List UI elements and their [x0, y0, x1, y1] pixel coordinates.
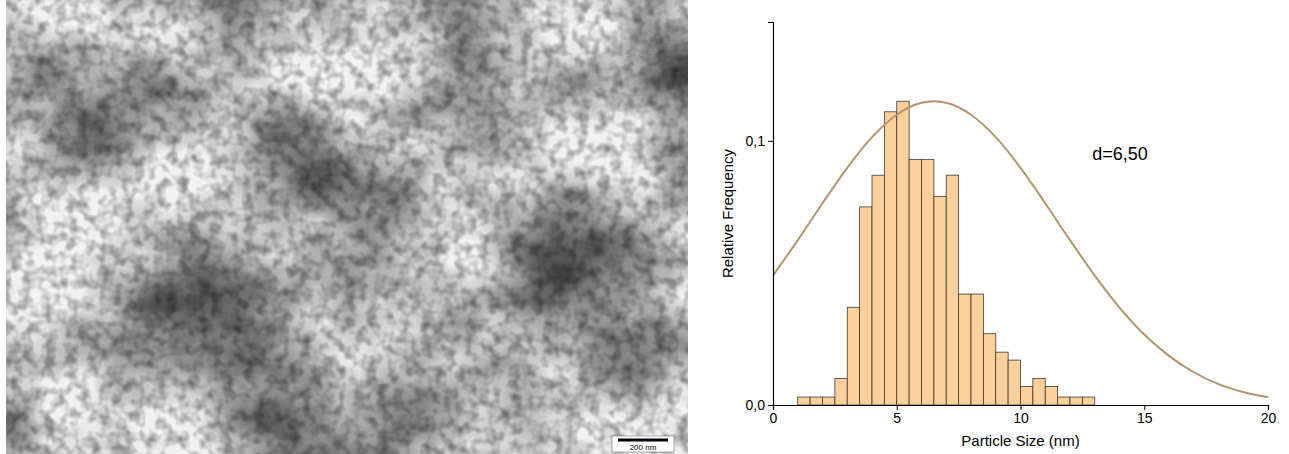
- bars: [798, 101, 1095, 405]
- tick: 10: [1013, 405, 1029, 426]
- histogram-chart: 0 5 10 15 20 0,0 0,1 Particle Size (nm) Relative…: [719, 23, 1276, 450]
- bar: [1058, 397, 1070, 405]
- tick-label: 15: [1137, 410, 1153, 426]
- y-axis: 0,0 0,1: [746, 23, 774, 413]
- tick: 5: [893, 405, 901, 426]
- figure: 200 nm 0 5 10 15 20 0,0 0,1 Particle Size (nm) Re…: [0, 0, 1289, 454]
- bar: [922, 159, 934, 405]
- bar: [1070, 397, 1082, 405]
- bar: [1082, 397, 1094, 405]
- tick: 0: [770, 405, 778, 426]
- tick-label: 0,1: [746, 133, 766, 149]
- bar: [823, 397, 835, 405]
- bar: [1033, 379, 1045, 405]
- bar: [1008, 360, 1020, 405]
- annotation: d=6,50: [1092, 144, 1148, 164]
- axis-line: [768, 23, 774, 406]
- bar: [909, 159, 921, 405]
- tick: 15: [1137, 405, 1153, 426]
- bar: [835, 379, 847, 405]
- bar: [946, 175, 958, 405]
- bar: [872, 175, 884, 405]
- tick-mark: [768, 141, 773, 142]
- scale-bar-box: [612, 436, 674, 452]
- bar: [847, 307, 859, 405]
- bar: [1045, 387, 1057, 405]
- tick-label: 0,0: [746, 397, 766, 413]
- x-axis-title: Particle Size (nm): [961, 432, 1079, 449]
- tick-label: 0: [770, 410, 778, 426]
- bar: [897, 101, 909, 405]
- bar: [996, 352, 1008, 405]
- bar: [971, 294, 983, 405]
- scale-bar: [618, 439, 668, 442]
- bar: [798, 397, 810, 405]
- micrograph: 200 nm: [6, 0, 688, 454]
- plot-marks: [773, 101, 1268, 405]
- bar: [934, 196, 946, 405]
- x-axis: 0 5 10 15 20: [770, 405, 1277, 426]
- bar: [860, 207, 872, 405]
- scale-bar-label: 200 nm: [630, 443, 657, 452]
- tick: 20: [1261, 405, 1277, 426]
- bar: [959, 294, 971, 405]
- fit-curve: [773, 101, 1268, 397]
- y-axis-title: Relative Frequency: [719, 148, 736, 278]
- bar: [983, 334, 995, 405]
- tick-label: 5: [893, 410, 901, 426]
- bar: [810, 397, 822, 405]
- micrograph-ground: [6, 0, 688, 454]
- bar: [884, 112, 896, 405]
- tick: 0,1: [746, 133, 773, 149]
- tick-mark: [768, 405, 773, 406]
- micrograph-texture: [6, 0, 688, 454]
- tick-label: 10: [1013, 410, 1029, 426]
- bar: [1021, 387, 1033, 405]
- tick-label: 20: [1261, 410, 1277, 426]
- tick: 0,0: [746, 397, 773, 413]
